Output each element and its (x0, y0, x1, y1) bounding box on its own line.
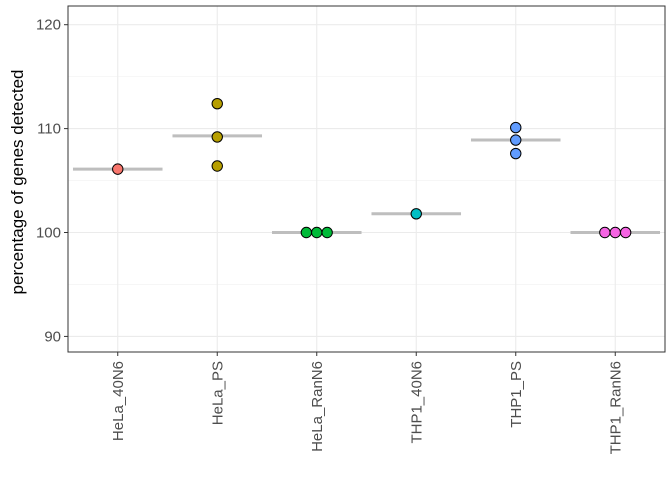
data-point (609, 226, 621, 239)
x-tick-label: THP1_RanN6 (607, 361, 624, 454)
data-point (599, 226, 611, 239)
data-point (211, 97, 223, 110)
y-tick-label: 100 (36, 225, 61, 242)
data-point (619, 226, 632, 239)
y-axis: 90 100 110 120 (36, 17, 68, 345)
data-point (300, 226, 313, 239)
x-tick-label: THP1_40N6 (408, 361, 425, 444)
data-point (510, 147, 522, 160)
x-tick-label: HeLa_RanN6 (309, 361, 326, 452)
grid (68, 6, 665, 352)
x-tick-label: HeLa_PS (209, 361, 226, 425)
x-tick-label: HeLa_40N6 (110, 361, 127, 441)
plot-panel-background (68, 6, 665, 352)
y-tick-label: 90 (44, 328, 61, 345)
plot-panel-border (67, 5, 666, 353)
data-point (510, 134, 522, 146)
x-tick-label: THP1_PS (508, 361, 525, 428)
data-point (311, 226, 323, 239)
data-points (112, 97, 632, 239)
y-tick-label: 110 (37, 121, 61, 138)
data-point (510, 121, 522, 134)
y-tick-label: 120 (36, 17, 61, 34)
data-point (321, 226, 333, 239)
x-axis: HeLa_40N6 HeLa_PS HeLa_RanN6 THP1_40N6 THP1_… (110, 352, 624, 454)
data-point (211, 160, 223, 172)
y-axis-title: percentage of genes detected (8, 70, 27, 295)
data-point (112, 163, 124, 175)
data-point (410, 208, 422, 220)
data-point (211, 131, 223, 143)
